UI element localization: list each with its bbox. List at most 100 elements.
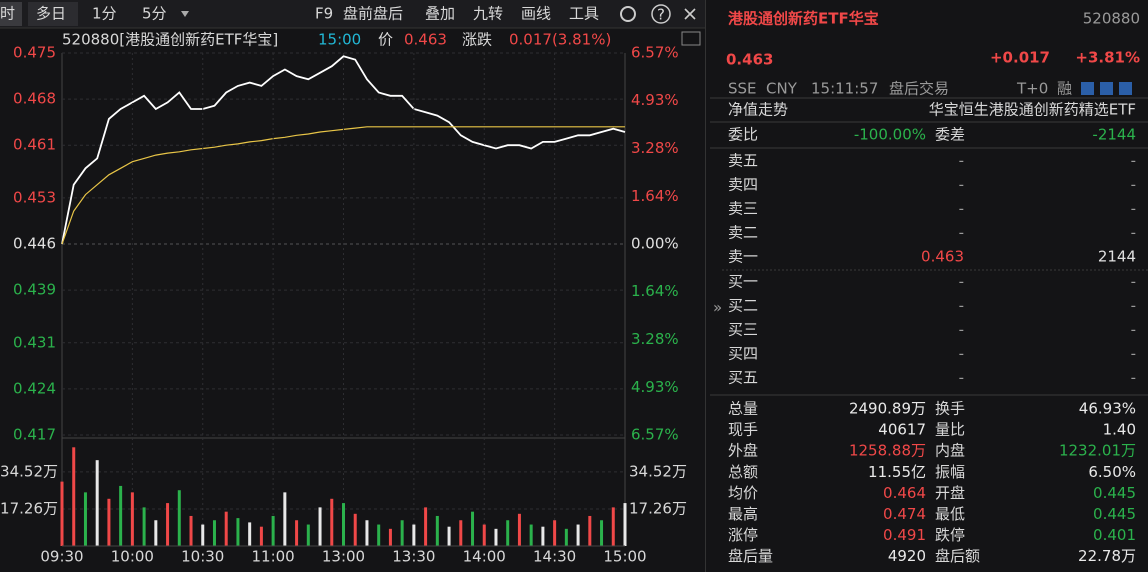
nav-label: 净值走势 <box>728 101 788 119</box>
stat-label: 开盘 <box>935 484 965 502</box>
volume-bar <box>611 507 615 546</box>
book-volume: - <box>1131 297 1136 315</box>
tool[interactable]: 叠加 <box>425 5 455 23</box>
edit-icon[interactable] <box>1081 82 1094 95</box>
book-label: 买二 <box>728 297 758 315</box>
book-label: 买三 <box>728 321 758 339</box>
volume-bar <box>529 524 533 546</box>
help-icon[interactable] <box>651 4 671 24</box>
book-label: 买四 <box>728 345 758 363</box>
stat-value: 0.491 <box>883 526 926 544</box>
book-price: - <box>959 224 964 242</box>
session: 盘后交易 <box>889 80 949 98</box>
volume-bar <box>119 485 123 546</box>
book-label: 卖二 <box>728 224 758 242</box>
y-tick-label: 0.475 <box>13 44 56 62</box>
book-label: 卖一 <box>728 248 758 266</box>
stat-value: 46.93% <box>1079 400 1136 418</box>
volume-bar <box>424 507 428 546</box>
volume-bar <box>72 447 76 546</box>
volume-bar <box>365 520 369 546</box>
change-pct: +3.81% <box>1075 49 1140 67</box>
tab-bg <box>0 2 22 26</box>
volume-bar <box>482 524 486 546</box>
dropdown-icon[interactable] <box>181 11 189 17</box>
tab[interactable]: 时 <box>0 5 15 23</box>
tab-bg <box>28 2 78 26</box>
book-volume: 2144 <box>1098 248 1136 266</box>
y2-tick-label: 1.64% <box>631 282 679 300</box>
stat-label: 现手 <box>728 421 758 439</box>
nav-fund: 华宝恒生港股通创新药精选ETF <box>929 101 1136 119</box>
book-volume: - <box>1131 369 1136 387</box>
book-label: 买一 <box>728 273 758 291</box>
tab[interactable]: 5分 <box>142 5 167 23</box>
add-icon[interactable] <box>1119 82 1132 95</box>
x-tick-label: 14:00 <box>463 548 506 566</box>
book-price: - <box>959 152 964 170</box>
volume-bar <box>212 520 216 546</box>
book-volume: - <box>1131 321 1136 339</box>
y-tick-label: 0.461 <box>13 136 56 154</box>
book-volume: - <box>1131 152 1136 170</box>
chart-icon[interactable] <box>681 31 701 46</box>
price-value: 0.463 <box>404 31 447 49</box>
stat-label: 盘后额 <box>935 547 980 565</box>
tool[interactable]: 画线 <box>521 5 551 23</box>
ratio-label: 委比 <box>728 126 758 144</box>
volume-bar <box>283 492 287 546</box>
book-volume: - <box>1131 345 1136 363</box>
tab[interactable]: 多日 <box>36 5 66 23</box>
x-tick-label: 10:30 <box>181 548 224 566</box>
fund-name: 港股通创新药ETF华宝 <box>728 10 879 28</box>
stat-value: 4920 <box>888 547 926 565</box>
stat-value: 2490.89万 <box>849 400 926 418</box>
y-tick-label: 0.446 <box>13 235 56 253</box>
volume-bar <box>271 515 275 546</box>
tool[interactable]: 工具 <box>569 5 599 23</box>
stat-label: 内盘 <box>935 442 965 460</box>
stat-value: 0.445 <box>1093 505 1136 523</box>
volume-bar <box>600 520 604 546</box>
price-label: 价 <box>378 31 393 49</box>
change-value: 0.017(3.81%) <box>509 31 611 49</box>
tool-icon[interactable] <box>1100 82 1113 95</box>
y2-tick-label: 6.57% <box>631 426 679 444</box>
tool[interactable]: 九转 <box>473 5 503 23</box>
volume-bar <box>330 498 334 546</box>
fund-code: 520880 <box>1083 10 1140 28</box>
stat-label: 总额 <box>728 463 758 481</box>
stat-label: 盘后量 <box>728 547 773 565</box>
collapse-handle[interactable]: » <box>713 299 722 317</box>
quote-name: 520880[港股通创新药ETF华宝] <box>62 31 278 49</box>
quote-panel: 港股通创新药ETF华宝 520880 0.463 +0.017 +3.81% S… <box>710 10 1148 396</box>
tool[interactable]: F9 <box>315 5 333 23</box>
settings-icon[interactable] <box>620 6 636 22</box>
volume-bar <box>506 520 510 546</box>
tab[interactable]: 1分 <box>92 5 117 23</box>
stat-label: 最高 <box>728 505 758 523</box>
close-icon[interactable] <box>684 8 696 20</box>
volume-bar <box>353 513 357 546</box>
volume-bar <box>107 498 111 546</box>
volume-bar <box>318 507 322 546</box>
t0: T+0 <box>1016 80 1048 98</box>
stat-value: 40617 <box>878 421 926 439</box>
diff-value: -2144 <box>1092 126 1136 144</box>
y-tick-label: 0.439 <box>13 281 56 299</box>
stat-value: 1232.01万 <box>1059 442 1136 460</box>
y-tick-label: 17.26万 <box>0 499 58 517</box>
book-price: 0.463 <box>921 248 964 266</box>
volume-bar <box>189 515 193 546</box>
toolbar <box>0 0 705 28</box>
change-label: 涨跌 <box>462 31 492 49</box>
tool[interactable]: 盘前盘后 <box>343 5 403 23</box>
x-tick-label: 11:00 <box>252 548 295 566</box>
x-tick-label: 15:00 <box>603 548 646 566</box>
volume-bar <box>83 492 87 546</box>
volume-bar <box>471 511 475 546</box>
y2-tick-label: 17.26万 <box>629 499 687 517</box>
y-tick-label: 0.453 <box>13 188 56 206</box>
